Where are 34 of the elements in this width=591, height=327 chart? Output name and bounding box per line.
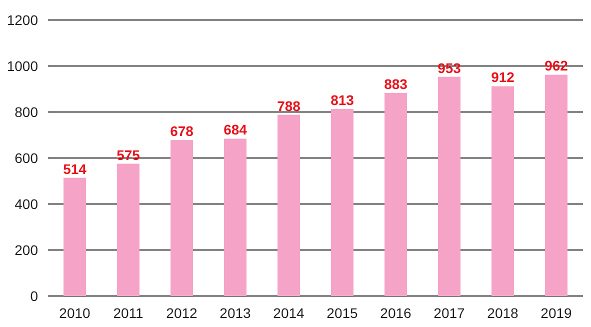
bar — [545, 74, 568, 296]
y-tick-label: 1000 — [6, 58, 38, 74]
x-tick-label: 2019 — [540, 305, 572, 321]
x-tick-label: 2012 — [166, 305, 198, 321]
data-label: 883 — [384, 76, 408, 92]
data-label: 788 — [277, 98, 301, 114]
y-tick-label: 800 — [14, 104, 38, 120]
x-tick-label: 2015 — [326, 305, 358, 321]
data-label: 684 — [224, 122, 248, 138]
bar — [64, 178, 86, 296]
bar — [278, 114, 300, 296]
data-label: 912 — [491, 69, 515, 86]
x-tick-label: 2010 — [59, 305, 91, 321]
bar — [331, 109, 354, 296]
y-tick-label: 0 — [30, 288, 38, 304]
x-tick-label: 2013 — [220, 305, 252, 321]
bar — [224, 138, 246, 296]
data-label: 514 — [63, 160, 87, 177]
bar — [492, 86, 514, 296]
x-tick-label: 2016 — [380, 305, 412, 321]
x-tick-label: 2018 — [487, 305, 519, 321]
bar — [438, 76, 460, 296]
y-tick-label: 1200 — [6, 12, 38, 28]
x-tick-label: 2014 — [273, 305, 305, 321]
bar — [170, 140, 193, 296]
x-tick-label: 2017 — [434, 305, 466, 321]
bar — [117, 164, 140, 296]
data-label: 813 — [330, 92, 354, 108]
y-tick-label: 400 — [14, 196, 38, 212]
x-tick-label: 2011 — [113, 305, 144, 321]
bar — [384, 92, 407, 296]
y-tick-label: 200 — [14, 242, 38, 258]
y-tick-label: 600 — [14, 150, 38, 166]
data-label: 678 — [170, 123, 194, 140]
